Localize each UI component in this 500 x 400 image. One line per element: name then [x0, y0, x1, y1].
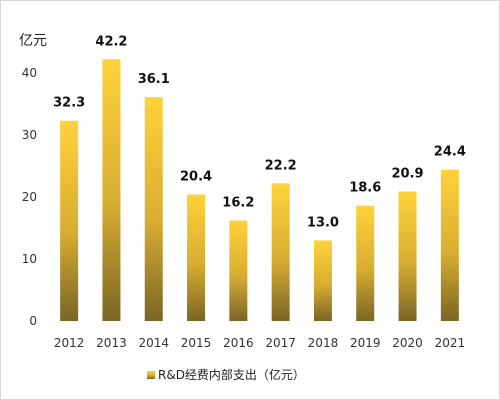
x-tick-label: 2012 — [54, 336, 85, 350]
y-tick-label: 20 — [22, 190, 37, 204]
legend: R&D经费内部支出（亿元） — [147, 367, 305, 382]
legend-swatch — [147, 371, 155, 379]
legend-label: R&D经费内部支出（亿元） — [158, 367, 305, 382]
y-axis-unit-label: 亿元 — [19, 33, 47, 49]
x-tick-label: 2016 — [223, 336, 254, 350]
data-label-2019: 18.6 — [349, 181, 381, 196]
x-tick-label: 2015 — [181, 336, 212, 350]
bar-2018 — [313, 240, 332, 321]
data-label-2015: 20.4 — [180, 170, 212, 185]
x-tick-label: 2014 — [138, 336, 169, 350]
x-tick-label: 2013 — [96, 336, 127, 350]
x-tick-label: 2017 — [265, 336, 296, 350]
bar-2013 — [102, 59, 121, 322]
x-tick-label: 2019 — [350, 336, 381, 350]
x-axis-ticks: 2012 2013 2014 2015 2016 2017 2018 2019 2020 2021 — [54, 336, 465, 350]
data-label-2021: 24.4 — [434, 145, 466, 160]
bar-2021 — [440, 169, 459, 321]
bar-2017 — [271, 183, 290, 321]
y-tick-label: 10 — [22, 252, 37, 266]
y-tick-label: 40 — [22, 66, 37, 80]
bars — [60, 59, 459, 322]
bar-2014 — [144, 97, 163, 322]
data-label-2013: 42.2 — [95, 34, 127, 49]
data-label-2017: 22.2 — [265, 158, 297, 173]
bar-2020 — [398, 191, 417, 321]
bar-2016 — [229, 220, 248, 321]
x-tick-label: 2021 — [435, 336, 466, 350]
data-labels: 32.3 42.2 36.1 20.4 16.2 22.2 13.0 18.6 20.9 24.4 — [53, 34, 466, 230]
x-tick-label: 2020 — [392, 336, 423, 350]
data-label-2014: 36.1 — [138, 72, 170, 87]
bar-2012 — [60, 120, 79, 322]
y-tick-label: 0 — [29, 314, 37, 328]
y-axis-ticks: 0 10 20 30 40 — [22, 66, 37, 328]
y-tick-label: 30 — [22, 128, 37, 142]
bar-2019 — [356, 205, 375, 321]
data-label-2012: 32.3 — [53, 96, 85, 111]
data-label-2016: 16.2 — [222, 196, 254, 211]
bar-2015 — [187, 194, 206, 321]
x-tick-label: 2018 — [308, 336, 339, 350]
data-label-2018: 13.0 — [307, 215, 339, 230]
data-label-2020: 20.9 — [392, 166, 424, 181]
